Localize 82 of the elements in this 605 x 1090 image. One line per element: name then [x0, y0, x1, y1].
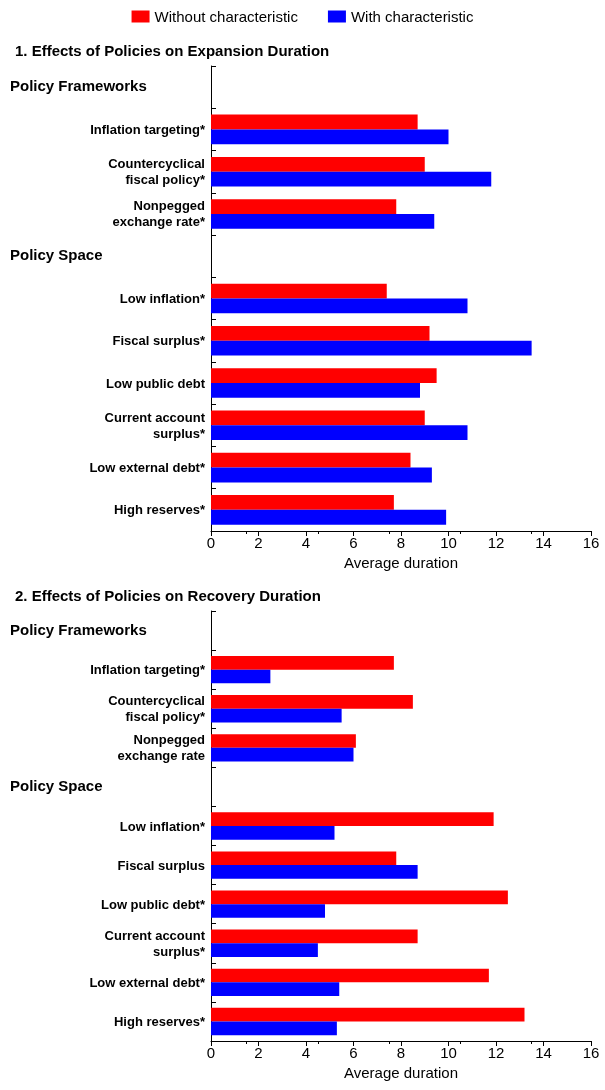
y-tick-label: Low external debt*: [89, 460, 206, 476]
x-tick-label: 14: [535, 534, 552, 551]
y-tick-label: High reserves*: [113, 502, 206, 518]
text: Policy Space: [10, 776, 103, 794]
y-tick-label: Inflation targeting*: [90, 662, 206, 678]
y-tick-label: Low public debt*: [101, 896, 206, 912]
x-tick-label: 2: [254, 534, 263, 551]
bar: [211, 904, 325, 918]
x-tick-label: 12: [487, 534, 505, 551]
bar: [211, 495, 394, 510]
y-tick-label: Low external debt*: [89, 974, 206, 990]
bar: [211, 298, 468, 314]
text: Policy Frameworks: [10, 77, 147, 95]
bar: [211, 452, 411, 468]
bar: [211, 114, 418, 130]
y-tick-label: High reserves*: [113, 1013, 206, 1029]
y-tick-label: Low public debt: [106, 375, 206, 391]
bar: [211, 655, 394, 670]
x-tick-label: 6: [349, 1044, 358, 1061]
bar: [211, 410, 425, 426]
bar: [211, 467, 432, 483]
bar: [211, 734, 356, 748]
y-tick-label: Inflation targeting*: [90, 121, 206, 137]
x-tick-label: 16: [582, 1044, 600, 1061]
x-tick-label: 10: [440, 1044, 457, 1061]
y-tick-label: Current account surplus*: [104, 409, 206, 441]
bar: [211, 1021, 337, 1036]
x-tick-label: 0: [206, 534, 216, 551]
x-tick-label: 12: [487, 1044, 505, 1061]
text: Policy Frameworks: [10, 620, 147, 638]
y-tick-label: Nonpegged exchange rate*: [112, 198, 206, 230]
bar: [211, 340, 532, 356]
bar: [211, 1007, 525, 1022]
x-tick-label: 14: [535, 1044, 552, 1061]
y-tick-label: Current account surplus*: [104, 927, 206, 959]
bar: [211, 156, 425, 172]
x-axis-title: Average duration: [344, 1064, 458, 1081]
bar: [211, 283, 387, 299]
legend-label: Without characteristic: [154, 8, 299, 25]
x-tick-label: 16: [582, 534, 600, 551]
bar: [211, 929, 418, 944]
x-tick-label: 0: [206, 1044, 216, 1061]
x-tick-label: 4: [301, 1044, 311, 1061]
bar: [211, 425, 468, 441]
bar: [211, 968, 489, 983]
x-tick-label: 8: [396, 534, 406, 551]
y-tick-label: Low inflation*: [119, 291, 206, 306]
text: Policy Space: [10, 246, 103, 264]
bar: [211, 982, 340, 997]
chart-title: 1. Effects of Policies on Expansion Duration: [15, 42, 330, 59]
bar: [211, 129, 449, 145]
y-tick-label: Fiscal surplus: [117, 857, 205, 873]
y-tick-label: Low inflation*: [119, 818, 206, 834]
bar: [211, 943, 318, 957]
bar: [211, 851, 397, 866]
x-tick-label: 10: [440, 534, 457, 551]
bar: [211, 812, 494, 826]
bar: [211, 865, 418, 879]
x-tick-label: 8: [396, 1044, 406, 1061]
bar: [211, 747, 354, 762]
bar: [211, 213, 435, 229]
bar: [211, 695, 413, 709]
y-tick-label: Fiscal surplus*: [112, 333, 206, 349]
y-tick-label: Nonpegged exchange rate: [117, 732, 206, 764]
y-tick-label: Countercyclical fiscal policy*: [108, 693, 206, 725]
bar: [211, 325, 430, 341]
bar: [211, 199, 397, 214]
chart-title: 2. Effects of Policies on Recovery Duration: [15, 587, 321, 604]
bar: [211, 669, 271, 684]
bar: [211, 708, 342, 723]
legend-label: With characteristic: [350, 8, 474, 25]
x-tick-label: 2: [254, 1044, 263, 1061]
x-axis-title: Average duration: [344, 554, 458, 571]
bar: [211, 509, 447, 525]
y-tick-label: Countercyclical fiscal policy*: [108, 156, 206, 188]
bar: [211, 890, 508, 905]
x-tick-label: 4: [301, 534, 311, 551]
bar: [211, 383, 420, 398]
bar: [211, 368, 437, 384]
x-tick-label: 6: [349, 534, 358, 551]
bar: [211, 171, 492, 187]
bar: [211, 826, 335, 840]
